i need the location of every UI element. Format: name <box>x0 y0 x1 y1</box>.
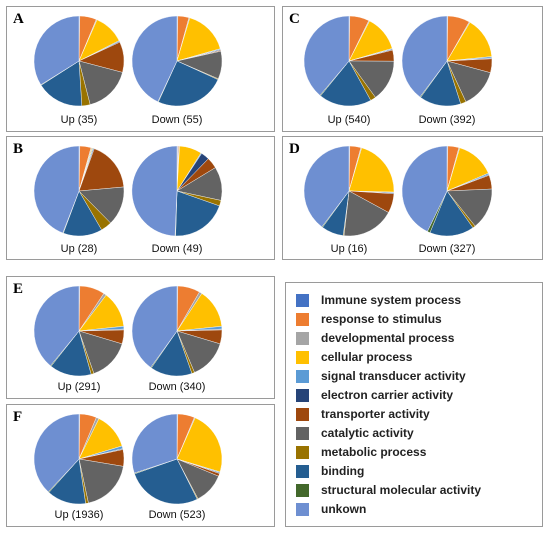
legend-swatch <box>296 331 309 345</box>
pie-caption: Down (392) <box>418 114 476 126</box>
pie-caption: Up (291) <box>57 381 101 393</box>
pie-chart-up <box>33 413 125 505</box>
legend-item-signal: signal transducer activity <box>296 368 466 384</box>
legend-swatch <box>296 388 309 402</box>
legend-item-stimulus: response to stimulus <box>296 311 442 327</box>
pie-slice-3 <box>176 17 221 62</box>
legend-swatch <box>296 483 309 497</box>
panel-b: B Up (28) Down (49) <box>6 136 275 260</box>
pie-chart-down <box>401 145 493 237</box>
pie-slice-9 <box>40 60 83 107</box>
pie-slice-9 <box>158 60 219 107</box>
pie-slice-11 <box>131 413 178 474</box>
pie-slice-7 <box>343 190 389 237</box>
panel-label: E <box>13 281 24 297</box>
legend: Immune system process response to stimul… <box>285 282 543 527</box>
legend-swatch <box>296 426 309 440</box>
legend-item-transporter: transporter activity <box>296 406 430 422</box>
legend-item-immune: Immune system process <box>296 292 461 308</box>
panel-label: B <box>13 141 24 157</box>
pie-caption: Up (35) <box>60 114 98 126</box>
legend-label: binding <box>321 464 365 478</box>
legend-item-metabolic: metabolic process <box>296 444 426 460</box>
pie-slice-11 <box>401 145 448 232</box>
panel-label: D <box>289 141 300 157</box>
pie-caption: Down (340) <box>148 381 206 393</box>
pie-caption: Down (49) <box>151 243 203 255</box>
pie-chart-down <box>131 413 223 505</box>
pie-slice-11 <box>131 145 178 237</box>
legend-item-binding: binding <box>296 463 364 479</box>
legend-label: metabolic process <box>321 445 427 459</box>
legend-swatch <box>296 350 309 364</box>
panel-label: F <box>13 409 23 425</box>
legend-item-structural: structural molecular activity <box>296 482 481 498</box>
legend-label: cellular process <box>321 350 413 364</box>
pie-slice-11 <box>131 285 178 368</box>
legend-swatch <box>296 445 309 459</box>
pie-slice-11 <box>33 145 80 234</box>
pie-slice-11 <box>401 15 448 98</box>
pie-slice-11 <box>131 15 178 102</box>
pie-slice-9 <box>134 458 198 505</box>
legend-item-developmental: developmental process <box>296 330 454 346</box>
legend-item-cellular: cellular process <box>296 349 412 365</box>
legend-swatch <box>296 312 309 326</box>
legend-item-catalytic: catalytic activity <box>296 425 414 441</box>
panel-label: A <box>13 11 24 27</box>
panel-a: A Up (35) Down (55) <box>6 6 275 132</box>
legend-swatch <box>296 369 309 383</box>
pie-chart-up <box>33 15 125 107</box>
panel-c: C Up (540) Down (392) <box>282 6 543 132</box>
legend-label: developmental process <box>321 331 455 345</box>
pie-caption: Up (16) <box>330 243 368 255</box>
legend-label: transporter activity <box>321 407 430 421</box>
pie-slice-6 <box>78 148 125 192</box>
pie-caption: Down (55) <box>151 114 203 126</box>
pie-chart-down <box>131 145 223 237</box>
pie-slice-11 <box>33 285 80 367</box>
pie-slice-9 <box>429 190 474 237</box>
legend-label: structural molecular activity <box>321 483 482 497</box>
legend-label: Immune system process <box>321 293 462 307</box>
pie-chart-up <box>303 145 395 237</box>
panel-d: D Up (16) Down (327) <box>282 136 543 260</box>
legend-item-electron: electron carrier activity <box>296 387 453 403</box>
pie-caption: Up (28) <box>60 243 98 255</box>
pie-slice-11 <box>33 413 80 493</box>
pie-slice-3 <box>348 147 395 193</box>
pie-chart-up <box>303 15 395 107</box>
legend-label: catalytic activity <box>321 426 414 440</box>
pie-slice-11 <box>303 15 350 96</box>
legend-label: signal transducer activity <box>321 369 466 383</box>
pie-chart-up <box>33 285 125 377</box>
pie-slice-11 <box>303 145 350 228</box>
pie-slice-3 <box>176 417 223 473</box>
pie-slice-11 <box>33 15 80 86</box>
legend-label: unkown <box>321 502 367 516</box>
legend-item-unknown: unkown <box>296 501 366 517</box>
pie-chart-up <box>33 145 125 237</box>
legend-label: response to stimulus <box>321 312 442 326</box>
legend-swatch <box>296 464 309 478</box>
panel-f: F Up (1936) Down (523) <box>6 404 275 527</box>
pie-chart-down <box>401 15 493 107</box>
pie-chart-down <box>131 15 223 107</box>
pie-caption: Down (523) <box>148 509 206 521</box>
pie-caption: Up (1936) <box>54 509 104 521</box>
pie-slice-7 <box>78 458 124 504</box>
pie-slice-9 <box>175 190 220 237</box>
pie-slice-9 <box>320 60 371 107</box>
pie-slice-7 <box>78 60 123 105</box>
legend-swatch <box>296 502 309 516</box>
pie-caption: Down (327) <box>418 243 476 255</box>
pie-caption: Up (540) <box>327 114 371 126</box>
pie-chart-down <box>131 285 223 377</box>
panel-e: E Up (291) Down (340) <box>6 276 275 399</box>
panel-label: C <box>289 11 300 27</box>
legend-label: electron carrier activity <box>321 388 454 402</box>
legend-swatch <box>296 293 309 307</box>
legend-swatch <box>296 407 309 421</box>
